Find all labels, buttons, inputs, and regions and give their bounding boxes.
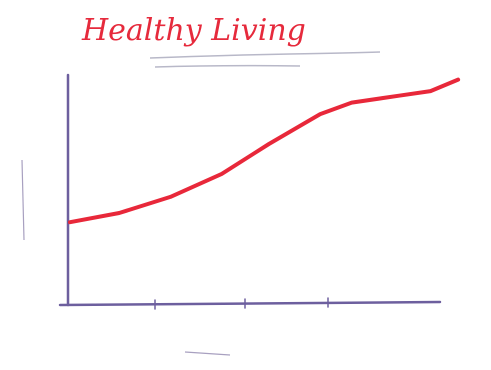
- x-label-scribble: [184, 351, 231, 356]
- x-axis: [58, 300, 442, 307]
- axis-scribble: [21, 159, 231, 356]
- chart-title: Healthy Living: [81, 13, 306, 48]
- subtitle-scribble: [149, 51, 381, 68]
- y-label-scribble: [21, 159, 25, 241]
- axes: [58, 73, 442, 310]
- subtitle-line: [149, 51, 381, 59]
- data-line: [68, 77, 461, 225]
- subtitle-line: [154, 64, 301, 68]
